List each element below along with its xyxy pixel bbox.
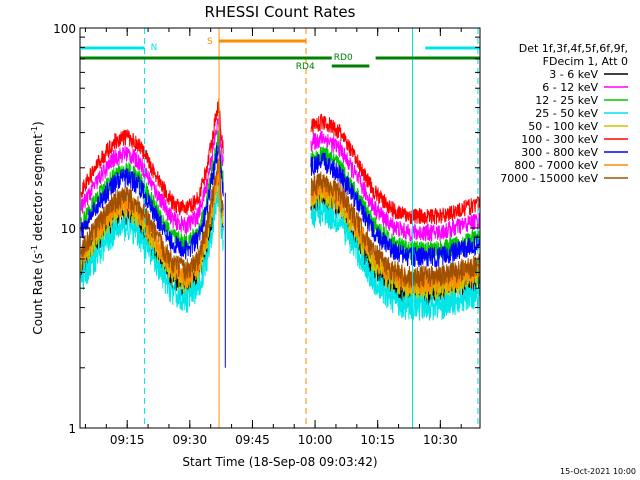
- legend-label: 6 - 12 keV: [542, 81, 598, 94]
- series-300-800-kev: [80, 131, 481, 268]
- legend-label: 300 - 800 keV: [521, 146, 598, 159]
- series-line: [310, 130, 481, 243]
- series-line: [310, 171, 481, 289]
- plot-timestamp: 15-Oct-2021 10:00: [560, 467, 636, 476]
- chart-title: RHESSI Count Rates: [205, 3, 356, 21]
- series-line: [310, 152, 481, 268]
- curves-layer: [80, 98, 481, 368]
- series-line: [80, 155, 224, 282]
- legend-label: 3 - 6 keV: [549, 68, 598, 81]
- x-tick-label: 10:00: [298, 433, 333, 447]
- y-tick-label: 100: [53, 22, 76, 36]
- x-axis-label: Start Time (18-Sep-08 09:03:42): [182, 455, 377, 469]
- y-tick-label: 10: [61, 222, 76, 236]
- x-tick-label: 10:15: [360, 433, 395, 447]
- legend-label: 25 - 50 keV: [535, 107, 598, 120]
- legend-header: FDecim 1, Att 0: [543, 55, 628, 68]
- series-100-300-kev: [80, 98, 481, 225]
- series-7000-15000-kev: [80, 155, 481, 289]
- x-tick-label: 09:45: [235, 433, 270, 447]
- y-tick-label: 1: [68, 422, 76, 436]
- legend-label: 12 - 25 keV: [535, 94, 598, 107]
- x-tick-label: 09:30: [173, 433, 208, 447]
- y-axis-label: Count Rate (s-1 detector segment-1): [30, 121, 45, 334]
- x-tick-label: 09:15: [110, 433, 145, 447]
- series-line: [310, 113, 481, 225]
- legend-label: 800 - 7000 keV: [514, 159, 598, 172]
- series-line: [310, 199, 481, 321]
- legend-label: 100 - 300 keV: [521, 133, 598, 146]
- series-line: [80, 98, 224, 216]
- decimation-label-rd4: RD4: [296, 62, 315, 72]
- legend-header: Det 1f,3f,4f,5f,6f,9f,: [519, 42, 628, 55]
- saa-label: S: [207, 37, 213, 47]
- legend: Det 1f,3f,4f,5f,6f,9f,FDecim 1, Att 03 -…: [500, 42, 628, 185]
- axes-layer: 09:15 09:30 09:45 10:00 10:15 10:30 1 10 100: [53, 22, 480, 447]
- annotation-layer: N S RD0 RD4: [80, 28, 480, 428]
- legend-label: 7000 - 15000 keV: [500, 172, 598, 185]
- decimation-label-rd0: RD0: [334, 53, 353, 63]
- legend-label: 50 - 100 keV: [528, 120, 598, 133]
- x-tick-label: 10:30: [423, 433, 458, 447]
- series-line: [80, 131, 224, 260]
- night-label: N: [151, 43, 158, 53]
